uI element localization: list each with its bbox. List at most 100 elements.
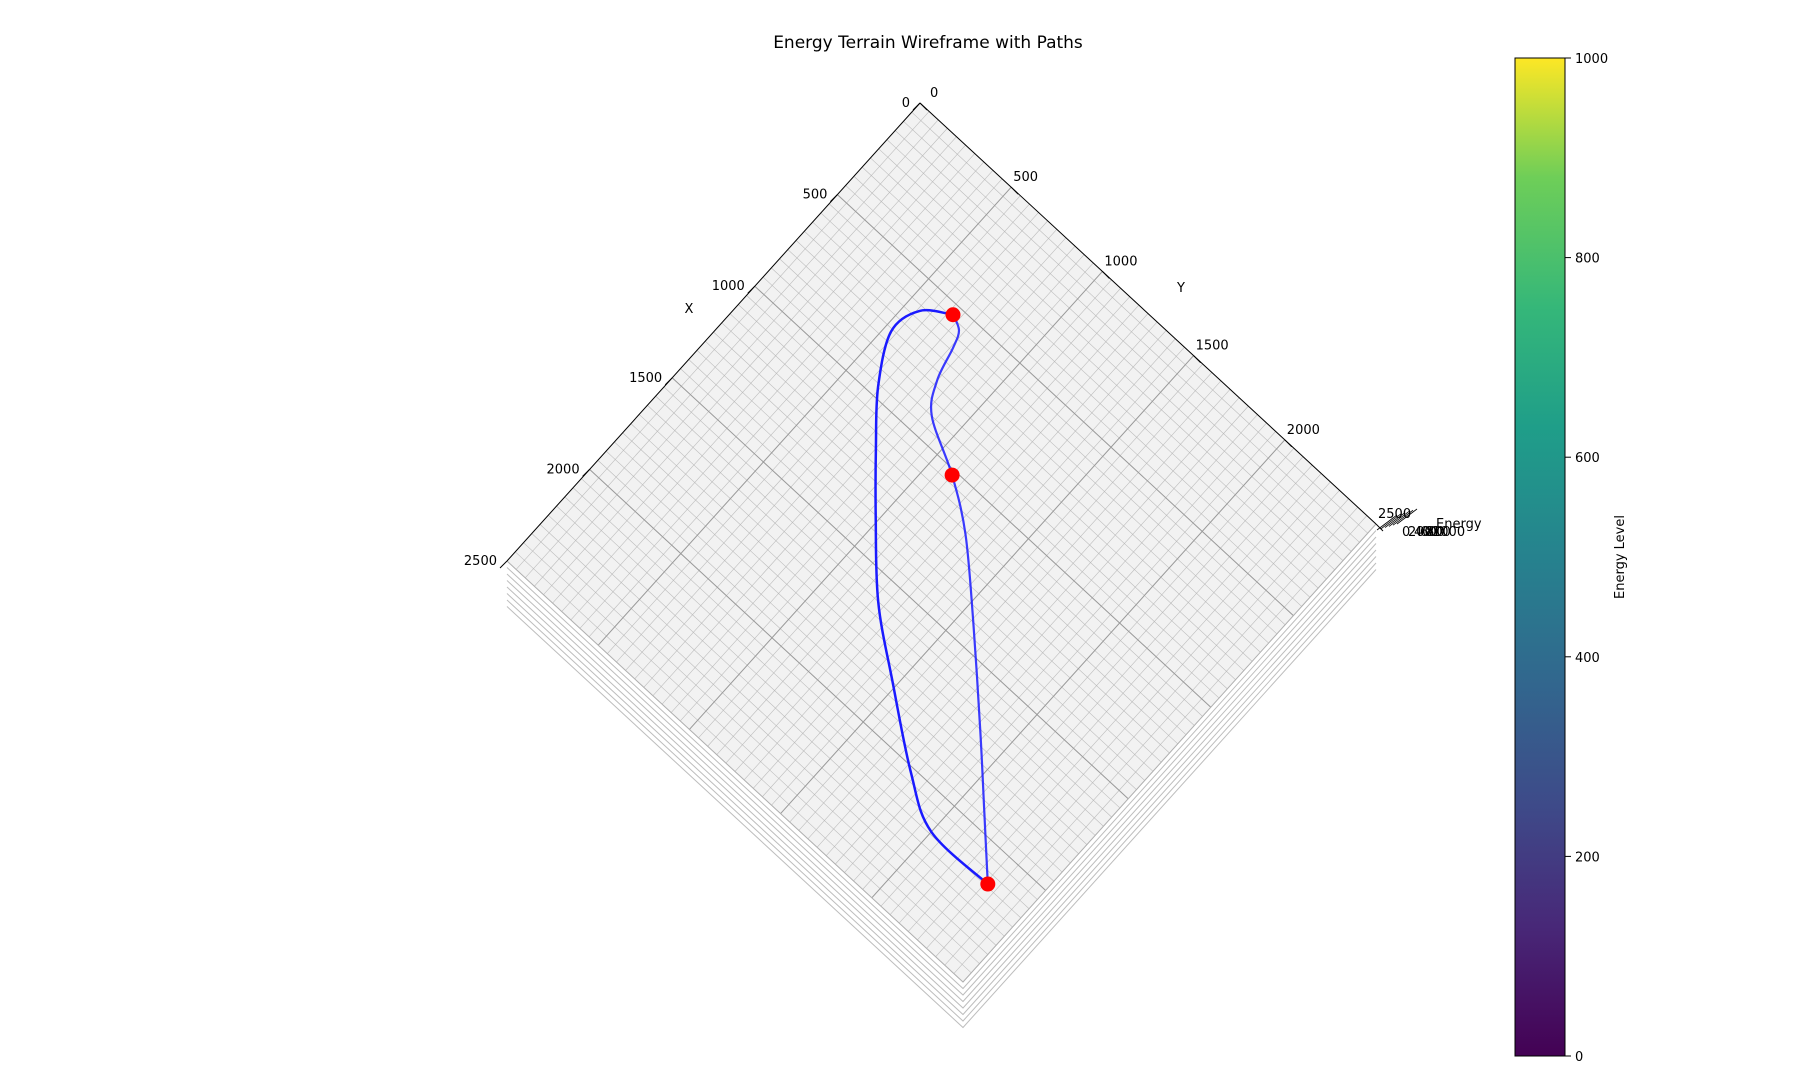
depth-edge-line <box>506 543 1377 1003</box>
wireframe-line <box>908 473 1322 932</box>
z-tick-label: 200 <box>1408 525 1433 540</box>
colorbar-tick-label: 200 <box>1575 850 1600 865</box>
wireframe-line <box>816 389 1231 848</box>
z-tick-label: 800 <box>1426 525 1451 540</box>
wireframe-line <box>523 542 980 964</box>
wireframe-line <box>798 372 1213 831</box>
wireframe-line <box>753 330 1167 789</box>
colorbar-label: Energy Level <box>1613 515 1628 599</box>
y-axis-line <box>919 102 1377 525</box>
grid-line <box>589 469 1046 891</box>
energy-path <box>929 314 989 885</box>
wireframe-line <box>638 414 1096 836</box>
wireframe-line <box>862 431 1276 890</box>
depth-edge-line <box>506 562 1377 1022</box>
x-tick-label: 1500 <box>629 371 662 386</box>
grid-line <box>837 194 1294 616</box>
x-tick-label: 2500 <box>464 554 497 569</box>
z-tick-label: 0 <box>1402 525 1410 540</box>
surface-plot: 0 500 1000 1500 2000 2500 0 500 1000 1500 2000 2500… <box>464 86 1482 1029</box>
grid-line <box>780 355 1194 814</box>
y-tick-label: 2500 <box>1378 507 1411 522</box>
wireframe-line <box>597 460 1055 882</box>
colorbar: 0 200 400 600 800 1000 Energy Level <box>1514 52 1628 1065</box>
z-tick <box>1376 514 1398 531</box>
x-tick-label: 500 <box>803 188 828 203</box>
wireframe-line <box>647 405 1104 827</box>
path-marker <box>980 876 996 892</box>
grid-line <box>871 439 1286 899</box>
wireframe-line <box>705 340 1162 763</box>
y-axis-label: Y <box>1176 281 1185 296</box>
wireframe-line <box>556 505 1013 928</box>
x-tick <box>664 377 673 386</box>
x-tick <box>582 469 590 477</box>
y-tick <box>1010 186 1019 195</box>
wireframe-line <box>548 514 1005 937</box>
depth-edge-line <box>506 556 1377 1016</box>
grid-line <box>671 377 1129 800</box>
colorbar-tick-label: 600 <box>1575 451 1600 466</box>
grid-line <box>689 271 1103 730</box>
z-tick-label: 1000 <box>1432 525 1465 540</box>
depth-edge-line <box>506 530 1377 990</box>
wireframe-line <box>680 368 1137 790</box>
x-tick <box>747 285 756 294</box>
y-tick <box>919 102 928 111</box>
wireframe-line <box>630 423 1088 845</box>
colorbar-gradient <box>1514 57 1566 1057</box>
pane-edge-line <box>506 523 1377 983</box>
x-axis-label: X <box>685 302 694 317</box>
colorbar-tick-label: 0 <box>1575 1050 1583 1065</box>
wireframe-line <box>655 395 1112 818</box>
z-tick <box>1388 511 1410 527</box>
y-tick-label: 2000 <box>1287 423 1320 438</box>
y-tick <box>1375 523 1384 532</box>
wireframe-line <box>622 432 1079 854</box>
wireframe-line <box>572 487 1030 909</box>
path-marker <box>945 307 961 323</box>
wireframe-line <box>853 422 1267 882</box>
wireframe-line <box>807 380 1222 840</box>
path-marker <box>944 467 960 483</box>
z-tick-label: 600 <box>1420 525 1445 540</box>
z-tick <box>1392 509 1414 526</box>
wireframe-line <box>614 441 1071 864</box>
y-tick-label: 1000 <box>1104 254 1137 269</box>
chart-title: Energy Terrain Wireframe with Paths <box>773 33 1083 53</box>
y-tick <box>1193 355 1201 363</box>
depth-edge-line <box>506 549 1377 1009</box>
x-tick <box>499 560 508 569</box>
x-tick-label: 2000 <box>547 462 580 477</box>
grid-line <box>597 186 1012 646</box>
wireframe-line <box>844 414 1258 873</box>
wireframe-line <box>880 448 1295 907</box>
wireframe-line <box>944 506 1358 966</box>
y-tick-label: 1500 <box>1196 339 1229 354</box>
wireframe-line <box>539 524 997 946</box>
z-tick <box>1380 513 1402 530</box>
y-tick <box>1284 439 1293 448</box>
z-tick <box>1384 512 1406 528</box>
z-tick-label: 400 <box>1414 525 1439 540</box>
wireframe-line <box>531 533 988 955</box>
z-tick <box>1396 508 1418 525</box>
x-tick <box>830 194 838 202</box>
wireframe-line <box>889 456 1304 915</box>
wireframe-line <box>581 478 1038 900</box>
colorbar-tick-label: 1000 <box>1575 52 1608 67</box>
colorbar-tick-label: 800 <box>1575 252 1600 267</box>
depth-edge-line <box>506 536 1377 996</box>
wireframe-line <box>688 359 1145 781</box>
wireframe-line <box>953 515 1368 974</box>
wireframe-line <box>734 313 1149 772</box>
wireframe-line <box>605 450 1063 873</box>
wireframe-line <box>898 464 1313 924</box>
x-tick-label: 0 <box>902 96 910 111</box>
colorbar-tick-label: 400 <box>1575 651 1600 666</box>
wireframe-line <box>771 346 1185 806</box>
y-tick-label: 500 <box>1013 170 1038 185</box>
energy-path <box>874 308 989 886</box>
wireframe-line <box>663 386 1121 809</box>
